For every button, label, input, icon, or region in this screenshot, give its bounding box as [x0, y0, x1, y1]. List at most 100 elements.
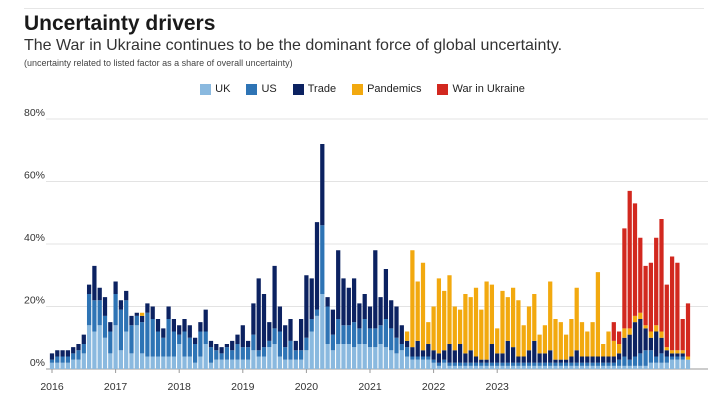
bar-segment-war — [627, 190, 632, 329]
chart-legend: UK US Trade Pandemics War in Ukraine — [0, 83, 725, 95]
bar-segment-us — [145, 312, 150, 357]
bar-segment-trade — [532, 340, 537, 363]
bar-segment-trade — [394, 306, 399, 338]
bar-segment-pandemics — [558, 322, 563, 360]
bar-segment-uk — [341, 344, 346, 369]
bar-segment-trade — [654, 331, 659, 357]
bar-segment-trade — [632, 322, 638, 357]
bar-segment-pandemics — [410, 250, 415, 348]
bar-segment-us — [569, 362, 574, 366]
bar-segment-us — [177, 334, 182, 345]
bar-segment-trade — [65, 350, 71, 357]
y-tick-label: 0% — [30, 357, 45, 369]
bar-segment-pandemics — [643, 325, 648, 329]
bar-segment-uk — [664, 362, 669, 369]
bar-segment-us — [442, 359, 447, 363]
legend-item-war: War in Ukraine — [437, 83, 525, 95]
y-tick-label: 20% — [24, 295, 45, 307]
bar-segment-uk — [489, 365, 495, 370]
bar-segment-trade — [378, 297, 383, 326]
bar-segment-uk — [256, 356, 261, 369]
bar-segment-pandemics — [532, 294, 537, 341]
bar-segment-uk — [632, 365, 638, 370]
bar-segment-uk — [336, 344, 341, 369]
bar-segment-us — [373, 328, 378, 348]
bar-segment-pandemics — [553, 319, 558, 360]
bar-segment-trade — [102, 297, 108, 316]
bar-segment-us — [86, 294, 92, 326]
bar-segment-uk — [367, 347, 373, 370]
bar-segment-uk — [685, 359, 691, 370]
bar-segment-uk — [118, 350, 124, 369]
bar-segment-trade — [336, 250, 341, 319]
bar-segment-trade — [187, 325, 192, 338]
bar-segment-trade — [145, 303, 150, 313]
bar-segment-trade — [500, 353, 505, 363]
bar-segment-uk — [177, 344, 182, 369]
bar-segment-us — [161, 337, 166, 357]
bar-segment-us — [447, 362, 452, 366]
bar-segment-pandemics — [404, 331, 410, 341]
legend-label-uk: UK — [215, 83, 231, 95]
bar-segment-uk — [261, 356, 267, 369]
bar-segment-trade — [553, 359, 558, 363]
bar-segment-trade — [410, 347, 415, 357]
bar-segment-us — [139, 322, 145, 354]
bar-segment-uk — [76, 359, 81, 370]
bar-segment-us — [336, 319, 341, 344]
bar-segment-uk — [171, 356, 177, 369]
bar-segment-uk — [214, 359, 219, 370]
bar-segment-pandemics — [431, 306, 436, 351]
bar-segment-uk — [330, 350, 336, 369]
bar-segment-uk — [60, 362, 65, 369]
x-tick-label: 2022 — [422, 381, 446, 393]
bar-segment-pandemics — [542, 325, 548, 354]
bar-segment-uk — [420, 359, 426, 370]
bar-segment-uk — [92, 331, 97, 369]
bar-segment-trade — [203, 309, 208, 332]
bar-segment-uk — [415, 359, 420, 370]
bar-segment-us — [638, 353, 643, 366]
x-tick-label: 2016 — [40, 381, 64, 393]
bar-segment-us — [399, 344, 404, 351]
bar-segment-uk — [510, 365, 516, 370]
bar-segment-us — [283, 347, 288, 360]
bar-segment-trade — [601, 356, 606, 363]
legend-swatch-trade — [292, 83, 304, 95]
bar-segment-war — [622, 228, 627, 329]
bar-segment-war — [675, 262, 680, 351]
bar-segment-pandemics — [648, 331, 654, 338]
bar-segment-us — [654, 356, 659, 363]
bar-segment-trade — [442, 350, 447, 360]
bar-segment-trade — [404, 340, 410, 348]
bar-segment-trade — [606, 356, 611, 363]
bar-segment-pandemics — [420, 262, 426, 351]
bar-segment-uk — [500, 365, 505, 370]
y-tick-label: 40% — [24, 232, 45, 244]
bar-segment-us — [166, 319, 171, 357]
bar-segment-uk — [473, 365, 479, 370]
bar-segment-trade — [420, 350, 426, 357]
bar-segment-uk — [484, 365, 489, 370]
bar-segment-uk — [495, 365, 500, 370]
bar-segment-uk — [521, 365, 526, 370]
bar-segment-trade — [563, 359, 569, 363]
bar-segment-trade — [330, 309, 336, 335]
bar-segment-us — [277, 331, 283, 357]
bar-segment-pandemics — [664, 347, 669, 351]
bar-segment-trade — [505, 340, 510, 363]
bar-segment-trade — [457, 344, 463, 363]
bar-segment-uk — [325, 344, 330, 369]
bar-segment-uk — [431, 362, 436, 369]
bar-segment-us — [65, 356, 71, 363]
bar-segment-trade — [166, 306, 171, 319]
bar-segment-trade — [526, 350, 532, 363]
bar-segment-uk — [55, 362, 60, 369]
bar-segment-trade — [415, 340, 420, 357]
bar-segment-pandemics — [526, 306, 532, 351]
bar-segment-war — [638, 237, 643, 313]
bar-segment-uk — [616, 365, 622, 370]
bar-segment-trade — [129, 315, 134, 326]
bar-segment-us — [71, 353, 76, 360]
bar-segment-us — [230, 350, 235, 360]
